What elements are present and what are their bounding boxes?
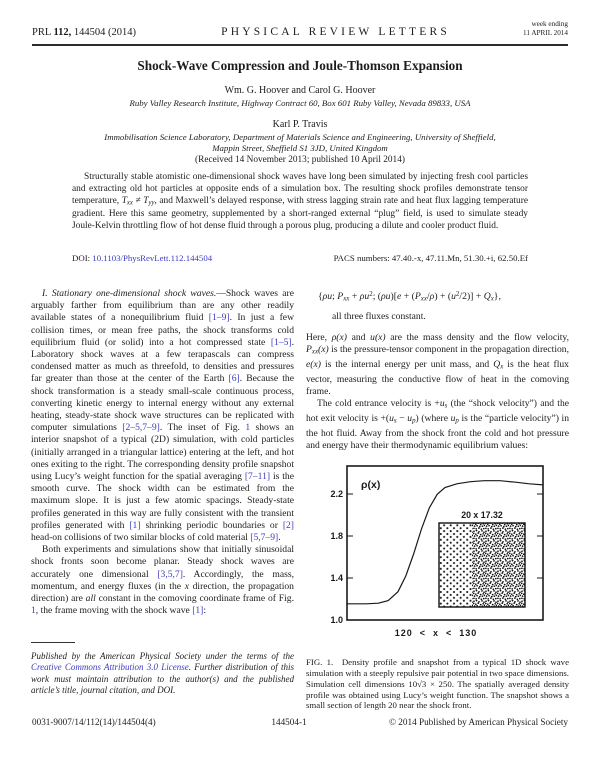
citation-link[interactable]: [1] [129, 519, 141, 531]
citation-link[interactable]: [2–5,7–9] [122, 422, 160, 434]
y-tick-label: 1.0 [330, 615, 343, 625]
header-rule [32, 44, 568, 46]
citation-link[interactable]: [5,7–9] [250, 532, 279, 544]
license-footnote: Published by the American Physical Socie… [31, 642, 294, 696]
body-paragraph: Both experiments and simulations show th… [31, 544, 294, 617]
plot-frame [345, 465, 544, 621]
week-ending-label: week ending [531, 20, 568, 28]
figure-1: 2.2 1.8 1.4 1.0 ρ(x) 20 x 17.32 120 < x … [306, 460, 569, 652]
flux-equation: {ρu; Pxx + ρu2; (ρu)[e + (Pxx/ρ) + (u2/2… [318, 290, 501, 303]
affiliation-1: Ruby Valley Research Institute, Highway … [129, 98, 471, 108]
ylabel: ρ(x) [361, 479, 380, 491]
particle-snapshot-inset: 20 x 17.32 [437, 510, 526, 608]
page-number: 144504-1 [271, 717, 307, 727]
abstract-text: Structurally stable atomistic one-dimens… [72, 172, 529, 232]
page-footer: 144504-1 0031-9007/14/112(14)/144504(4) … [32, 717, 568, 727]
citation-link[interactable]: [1–5] [270, 336, 292, 348]
hot-fluid-region [471, 522, 525, 607]
citation-link[interactable]: [7–11] [244, 471, 271, 483]
citation-link[interactable]: 1 [31, 605, 36, 617]
citation-link[interactable]: [1] [192, 605, 204, 617]
figure-caption: FIG. 1. Density profile and snapshot fro… [306, 657, 569, 711]
footnote-rule [31, 642, 75, 643]
figure-plot: 2.2 1.8 1.4 1.0 ρ(x) 20 x 17.32 120 < x … [330, 465, 544, 638]
volume-number: 112, [53, 27, 72, 38]
journal-abbrev: PRL [32, 27, 51, 38]
xlabel: 120 < x < 130 [394, 628, 477, 638]
y-tick-label: 1.4 [330, 573, 343, 583]
affiliation-2-line2: Mappin Street, Sheffield S1 3JD, United … [212, 142, 388, 153]
body-paragraph: I. Stationary one-dimensional shock wave… [31, 288, 295, 544]
body-paragraph: The cold entrance velocity is +us (the “… [306, 398, 570, 451]
density-profile-curve [346, 480, 543, 605]
issue-date: week ending 11 APRIL 2014 [523, 20, 568, 38]
footnote-text: Published by the American Physical Socie… [31, 651, 295, 695]
affiliation-2: Immobilisation Science Laboratory, Depar… [0, 132, 600, 153]
inset-border [437, 522, 526, 608]
citation-link[interactable]: [6] [228, 373, 240, 385]
issue-date-value: 11 APRIL 2014 [523, 29, 568, 37]
inset-size-label: 20 x 17.32 [461, 510, 503, 520]
citation-link[interactable]: [2] [282, 519, 294, 531]
y-axis-ticks [346, 493, 543, 579]
equation-tagline: all three fluxes constant. [332, 310, 426, 322]
pacs-numbers: PACS numbers: 47.40.-x, 47.11.Mn, 51.30.… [333, 253, 528, 263]
authors-line-1: Wm. G. Hoover and Carol G. Hoover [224, 85, 376, 96]
received-dates: (Received 14 November 2013; published 10… [195, 155, 405, 165]
doi-link[interactable]: 10.1103/PhysRevLett.112.144504 [92, 253, 213, 263]
citation-link[interactable]: [3,5,7] [157, 568, 183, 580]
citation-link[interactable]: Creative Commons Attribution 3.0 License [31, 662, 189, 673]
issn-code: 0031-9007/14/112(14)/144504(4) [32, 717, 156, 727]
paper-title: Shock-Wave Compression and Joule-Thomson… [137, 58, 463, 73]
cold-lattice-region [438, 522, 472, 607]
left-column: I. Stationary one-dimensional shock wave… [31, 288, 294, 617]
doi-label: DOI: [72, 253, 91, 263]
journal-reference: PRL 112, 144504 (2014) [32, 27, 136, 38]
abstract: Structurally stable atomistic one-dimens… [72, 172, 528, 233]
copyright-notice: © 2014 Published by American Physical So… [389, 717, 568, 727]
doi-pacs-row: DOI: 10.1103/PhysRevLett.112.144504 PACS… [72, 253, 528, 263]
body-paragraph: Here, ρ(x) and u(x) are the mass density… [306, 332, 570, 397]
citation-link[interactable]: 1 [245, 422, 251, 434]
citation-link[interactable]: [1–9] [208, 312, 230, 324]
authors-line-2: Karl P. Travis [272, 119, 328, 130]
y-tick-label: 2.2 [330, 489, 343, 499]
journal-name: PHYSICAL REVIEW LETTERS [221, 26, 450, 38]
y-tick-label: 1.8 [330, 531, 343, 541]
article-number: 144504 (2014) [73, 27, 137, 38]
affiliation-2-line1: Immobilisation Science Laboratory, Depar… [104, 132, 496, 142]
right-column: {ρu; Pxx + ρu2; (ρu)[e + (Pxx/ρ) + (u2/2… [306, 288, 569, 711]
doi-line: DOI: 10.1103/PhysRevLett.112.144504 [72, 253, 212, 263]
page-header: PRL 112, 144504 (2014) PHYSICAL REVIEW L… [32, 20, 568, 38]
